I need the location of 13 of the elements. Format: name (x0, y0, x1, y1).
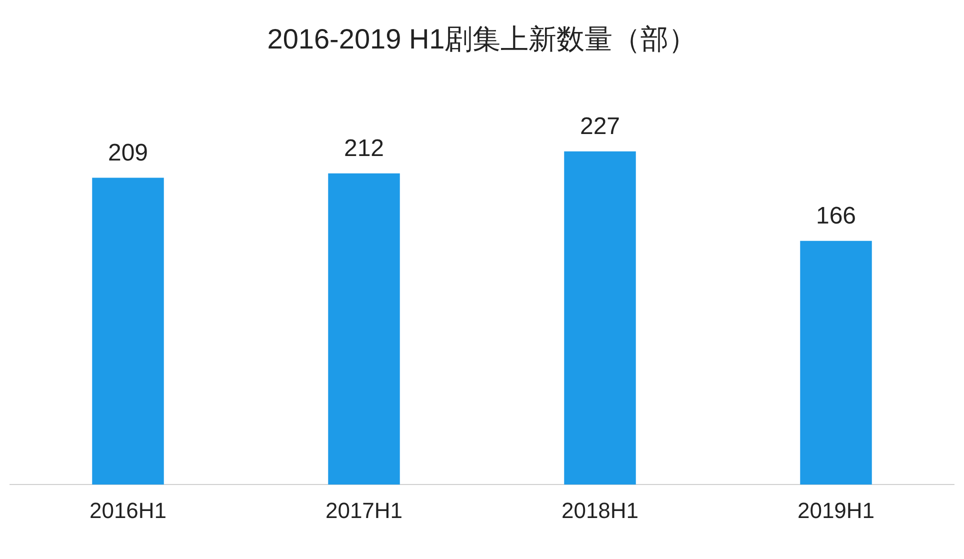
chart-title: 2016-2019 H1剧集上新数量（部） (267, 24, 697, 55)
bar (92, 178, 164, 485)
bar (564, 151, 636, 485)
bar (800, 240, 872, 485)
bar (328, 173, 400, 485)
data-label: 227 (580, 112, 620, 140)
x-tick-label: 2017H1 (325, 498, 403, 523)
x-tick-label: 2016H1 (89, 498, 167, 523)
data-label: 212 (344, 135, 384, 162)
x-tick-label: 2018H1 (561, 498, 639, 523)
data-label: 166 (816, 202, 856, 230)
x-tick-label: 2019H1 (797, 498, 875, 523)
data-label: 209 (108, 139, 148, 166)
